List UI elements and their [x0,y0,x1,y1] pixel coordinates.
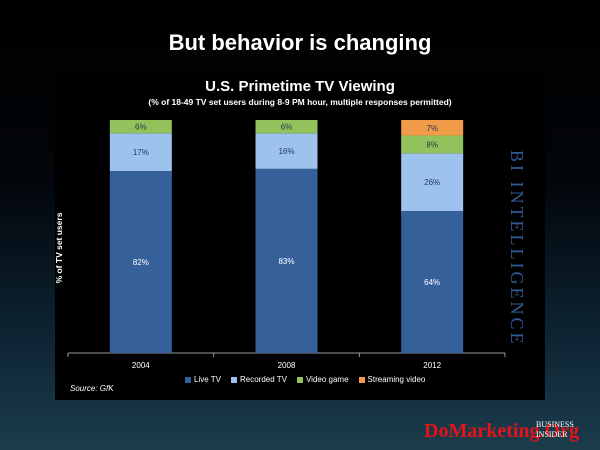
x-tick-label: 2008 [278,361,296,370]
data-label: 7% [426,124,438,133]
data-label: 6% [135,123,147,132]
legend-swatch [296,376,303,383]
chart-legend: Live TV Recorded TV Video game Streaming vi… [185,375,425,384]
data-label: 16% [278,147,294,156]
data-label: 82% [133,258,149,267]
bar-segment [401,153,464,211]
bar-segment [401,210,464,353]
bar-segment [401,120,464,136]
legend-item: Streaming video [358,375,426,384]
legend-swatch [230,376,237,383]
bar-segment [255,133,318,169]
bi-intelligence-watermark: BI INTELLIGENCE [507,150,527,347]
legend-label: Video game [305,375,349,384]
bar-segment [109,133,172,172]
data-label: 64% [424,278,440,287]
legend-swatch [358,376,365,383]
legend-swatch [185,376,191,383]
data-label: 6% [281,123,293,132]
data-label: 8% [426,140,438,149]
chart-title: U.S. Primetime TV Viewing [205,78,395,95]
chart-subtitle: (% of 18-49 TV set users during 8-9 PM h… [148,97,452,107]
source-note: Source: GfK [70,384,114,393]
domarketing-logo: DoMarketing.Org [424,420,579,442]
bar-segment [401,135,464,154]
data-label: 83% [278,257,294,266]
legend-item: Video game [296,375,349,384]
x-tick-label: 2012 [423,361,441,370]
legend-label: Streaming video [367,375,426,384]
x-tick-label: 2004 [132,361,150,370]
legend-item: Live TV [185,375,221,384]
bar-segment [255,168,318,353]
legend-label: Live TV [194,375,221,384]
bar-segment [109,171,172,353]
data-label: 17% [133,148,149,157]
slide-title: But behavior is changing [168,30,432,55]
bar-segment [255,120,318,134]
legend-label: Recorded TV [239,375,287,384]
bar-segment [109,120,172,134]
data-label: 26% [424,178,440,187]
legend-item: Recorded TV [230,375,287,384]
business-insider-logo: BUSINESS INSIDER [536,420,574,439]
